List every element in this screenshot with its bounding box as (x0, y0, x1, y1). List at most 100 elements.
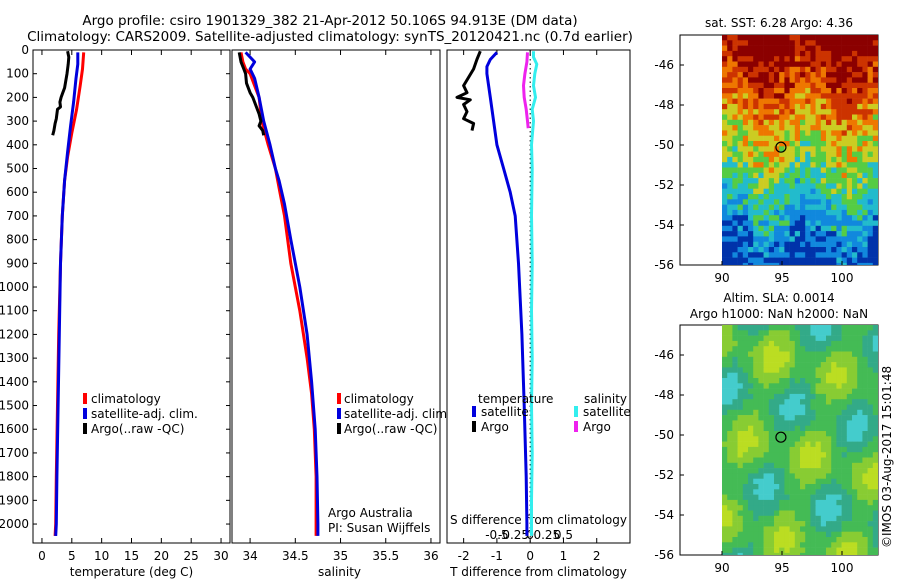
sst-map-cell (826, 167, 832, 174)
sla-map-cell (872, 462, 878, 469)
sst-map-cell (722, 98, 728, 105)
sst-map-cell (867, 215, 874, 221)
sst-map-cell (810, 56, 816, 62)
sla-map-ytick-label: -46 (654, 348, 674, 362)
sla-map-cell (737, 489, 744, 495)
sst-map-cell (867, 220, 874, 227)
sla-map-cell (774, 521, 780, 527)
sla-map-cell (826, 489, 832, 495)
sst-map-cell (727, 194, 733, 200)
sst-map-cell (732, 215, 738, 221)
sst-map-cell (748, 220, 754, 227)
sst-map-cell (800, 40, 806, 46)
sla-map-cell (727, 510, 733, 517)
sla-map-cell (852, 436, 858, 442)
sst-map-cell (841, 183, 848, 189)
sst-map-cell (732, 130, 738, 136)
sla-map-cell (737, 457, 744, 464)
sla-map-cell (774, 452, 780, 458)
sst-map-cell (800, 215, 806, 221)
sst-map-cell (794, 93, 801, 99)
sla-map-cell (815, 478, 822, 485)
sst-map-cell (872, 247, 878, 253)
sla-map-cell (872, 388, 878, 395)
sst-map-cell (779, 45, 785, 52)
sst-map-cell (768, 236, 775, 242)
sst-map-cell (857, 50, 863, 57)
sst-map-cell (737, 162, 744, 168)
sst-map-cell (805, 66, 811, 73)
sst-map-cell (810, 109, 816, 115)
sla-map-cell (815, 346, 822, 352)
sst-map-cell (722, 178, 728, 184)
sla-map-cell (794, 399, 801, 405)
sla-map-cell (862, 537, 868, 543)
sst-map-cell (722, 125, 728, 131)
sla-map-cell (789, 404, 796, 411)
sla-map-cell (826, 468, 832, 474)
sla-map-cell (732, 484, 738, 490)
sla-map-cell (831, 388, 837, 395)
sst-map-cell (810, 209, 816, 216)
sla-map-cell (779, 510, 785, 517)
sst-map-cell (805, 114, 811, 121)
sst-map-cell (857, 61, 863, 68)
sla-map-cell (836, 531, 842, 538)
sla-map-cell (872, 484, 878, 490)
sst-map-cell (852, 135, 858, 142)
sla-map-cell (722, 494, 728, 501)
sla-map-cell (784, 510, 790, 517)
sst-map-cell (732, 236, 738, 242)
sst-map-cell (742, 151, 749, 158)
sla-map-cell (836, 542, 842, 548)
sst-map-cell (763, 125, 770, 131)
sst-map-cell (826, 50, 832, 57)
sst-map-cell (852, 125, 858, 131)
sla-map-cell (862, 526, 868, 532)
sst-map-cell (862, 194, 868, 200)
sst-map-cell (727, 141, 733, 147)
sla-map-cell (748, 425, 754, 432)
sla-map-cell (815, 452, 822, 458)
sla-map-cell (800, 552, 806, 555)
sla-map-cell (805, 325, 811, 331)
sst-map-cell (774, 172, 780, 179)
sla-map-cell (794, 473, 801, 479)
sst-map-cell (846, 247, 853, 253)
sst-map-cell (774, 156, 780, 163)
sst-map-cell (779, 247, 785, 253)
sla-map-cell (784, 362, 790, 368)
sla-map-cell (774, 547, 780, 554)
sst-map-cell (763, 252, 770, 258)
sla-map-cell (789, 431, 796, 437)
sla-map-cell (748, 399, 754, 405)
sst-map-cell (753, 252, 759, 258)
sla-map-cell (805, 362, 811, 368)
sst-map-cell (722, 252, 728, 258)
sst-map-cell (748, 194, 754, 200)
sla-map-cell (846, 441, 853, 448)
sla-map-cell (872, 547, 878, 554)
sst-map-cell (836, 188, 842, 195)
legend-swatch (574, 406, 578, 417)
sla-map-cell (789, 489, 796, 495)
sst-map-cell (737, 141, 744, 147)
sst-map-cell (857, 194, 863, 200)
sla-map-cell (857, 415, 863, 421)
sst-map-cell (768, 257, 775, 264)
sst-map-cell (784, 109, 790, 115)
sla-map-cell (805, 515, 811, 522)
sst-map-cell (810, 236, 816, 242)
sst-map-cell (841, 241, 848, 248)
sla-map-cell (722, 340, 728, 347)
sla-map-cell (841, 473, 848, 479)
sla-map-cell (758, 393, 764, 400)
sst-map-cell (820, 247, 827, 253)
sla-map-cell (820, 468, 827, 474)
sst-map-cell (727, 257, 733, 264)
sst-map-cell (841, 45, 848, 52)
sst-map-cell (836, 167, 842, 174)
sla-map-cell (774, 404, 780, 411)
sla-map-cell (836, 404, 842, 411)
sst-map-cell (737, 188, 744, 195)
